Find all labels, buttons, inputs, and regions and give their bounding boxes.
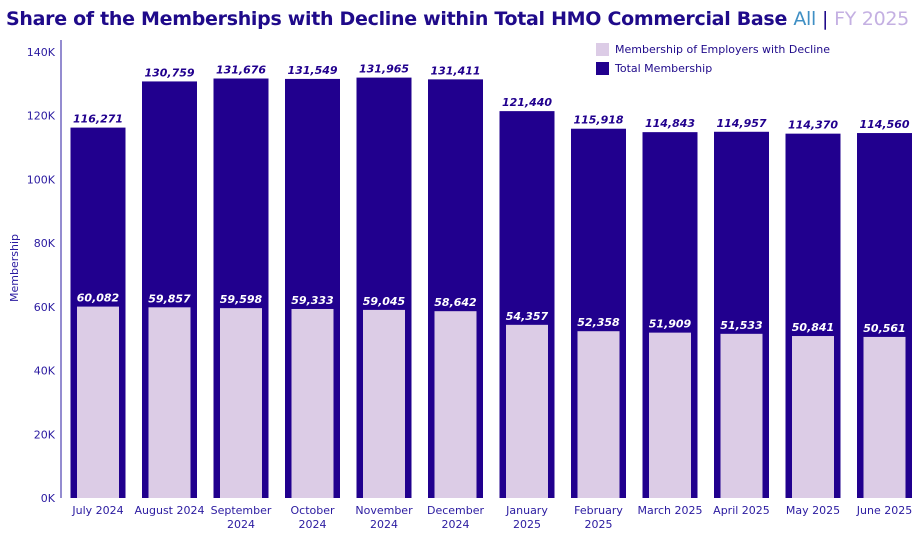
x-tick-label: March 2025 — [637, 504, 702, 517]
bar-decline — [649, 332, 691, 498]
data-label-decline: 50,561 — [863, 322, 905, 335]
data-label-total: 114,370 — [788, 119, 838, 132]
data-label-decline: 59,598 — [220, 293, 263, 306]
data-label-total: 114,957 — [716, 117, 766, 130]
x-tick-label: July 2024 — [71, 504, 123, 517]
data-label-decline: 59,333 — [291, 294, 334, 307]
legend-swatch-decline — [596, 43, 609, 56]
data-label-decline: 59,045 — [363, 295, 406, 308]
title-main: Share of the Memberships with Decline wi… — [6, 8, 788, 30]
data-label-total: 130,759 — [144, 66, 194, 79]
x-tick-label: June 2025 — [856, 504, 912, 517]
x-tick-label: 2024 — [299, 518, 327, 531]
bar-decline — [363, 309, 405, 498]
x-tick-label: January — [505, 504, 548, 517]
data-label-total: 116,271 — [73, 113, 123, 126]
x-tick-label: May 2025 — [786, 504, 840, 517]
y-tick-label: 60K — [34, 301, 56, 314]
bar-decline — [77, 306, 119, 498]
data-label-total: 131,411 — [430, 64, 480, 77]
data-label-decline: 51,909 — [649, 318, 692, 331]
legend-label-decline: Membership of Employers with Decline — [615, 43, 831, 56]
y-tick-label: 0K — [41, 492, 56, 505]
legend-item-decline[interactable]: Membership of Employers with Decline — [596, 40, 830, 59]
x-tick-label: December — [427, 504, 485, 517]
x-tick-label: September — [211, 504, 272, 517]
title-separator: | — [822, 8, 829, 30]
data-label-total: 121,440 — [502, 96, 552, 109]
y-axis-title: Membership — [8, 234, 21, 302]
legend: Membership of Employers with Decline Tot… — [596, 40, 830, 78]
x-tick-label: August 2024 — [135, 504, 205, 517]
bar-decline — [148, 307, 191, 498]
data-label-total: 114,843 — [645, 117, 695, 130]
y-tick-label: 100K — [27, 173, 56, 186]
data-label-decline: 58,642 — [434, 296, 477, 309]
data-label-total: 115,918 — [573, 114, 623, 127]
x-tick-label: November — [355, 504, 413, 517]
x-tick-label: 2024 — [227, 518, 255, 531]
bar-decline — [220, 308, 262, 498]
x-tick-label: October — [290, 504, 334, 517]
bar-decline — [577, 331, 620, 498]
data-label-total: 131,549 — [287, 64, 337, 77]
data-label-decline: 52,358 — [577, 316, 620, 329]
data-label-decline: 59,857 — [148, 292, 191, 305]
x-tick-label: 2025 — [513, 518, 541, 531]
data-label-total: 131,965 — [359, 63, 409, 76]
y-tick-label: 40K — [34, 365, 56, 378]
bar-decline — [506, 324, 548, 498]
period-label: FY 2025 — [834, 8, 909, 30]
bar-decline — [291, 308, 334, 498]
x-tick-label: 2024 — [370, 518, 398, 531]
data-label-decline: 51,533 — [720, 319, 763, 332]
x-tick-label: April 2025 — [713, 504, 770, 517]
data-label-total: 131,676 — [216, 64, 266, 77]
x-tick-label: 2025 — [585, 518, 613, 531]
chart-title: Share of the Memberships with Decline wi… — [6, 8, 909, 30]
y-tick-label: 120K — [27, 110, 56, 123]
legend-label-total: Total Membership — [615, 62, 713, 75]
filter-label[interactable]: All — [793, 8, 817, 30]
data-label-decline: 50,841 — [792, 321, 834, 334]
x-tick-label: February — [574, 504, 623, 517]
bar-decline — [434, 311, 477, 498]
legend-item-total[interactable]: Total Membership — [596, 59, 830, 78]
bar-decline — [792, 336, 834, 498]
bar-decline — [863, 336, 906, 498]
x-tick-label: 2024 — [442, 518, 470, 531]
bar-decline — [720, 333, 763, 498]
y-tick-label: 80K — [34, 237, 56, 250]
data-label-decline: 60,082 — [77, 292, 120, 305]
y-tick-label: 20K — [34, 428, 56, 441]
legend-swatch-total — [596, 62, 609, 75]
y-tick-label: 140K — [27, 46, 56, 59]
data-label-decline: 54,357 — [506, 310, 549, 323]
data-label-total: 114,560 — [859, 118, 909, 131]
